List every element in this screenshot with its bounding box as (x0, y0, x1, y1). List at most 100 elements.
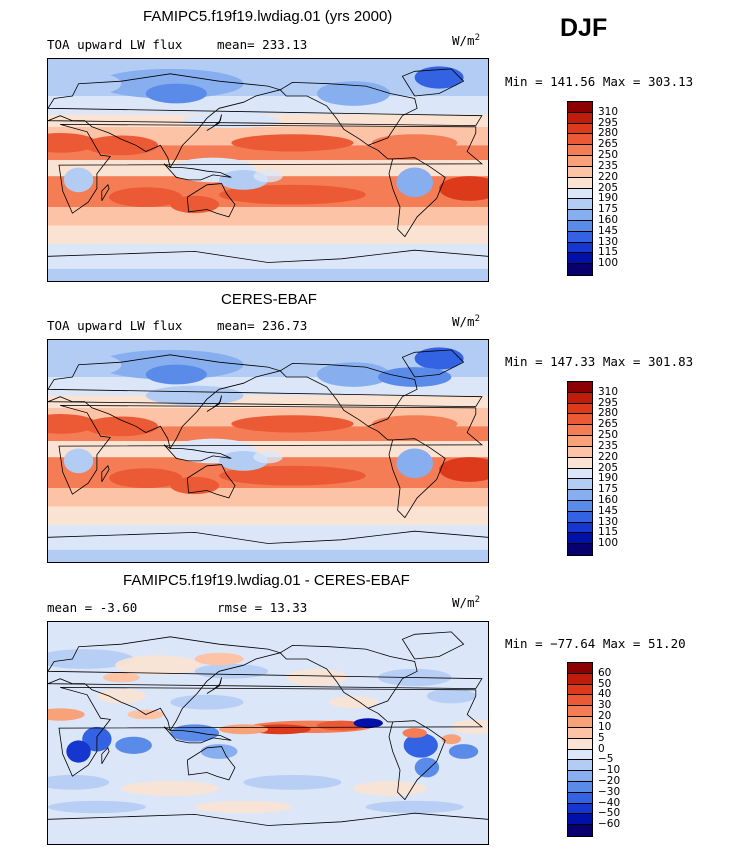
colorbar-swatch (568, 102, 592, 113)
panel2-units: W/m2 (452, 314, 480, 329)
panel1-colorbar (567, 101, 593, 276)
colorbar-swatch (568, 479, 592, 491)
colorbar-swatch (568, 112, 592, 124)
colorbar-tick-label: 145 (598, 224, 619, 237)
panel2-variable-label: TOA upward LW flux (47, 318, 183, 333)
colorbar-tick-label: 145 (598, 504, 619, 517)
colorbar-swatch (568, 792, 592, 804)
colorbar-swatch (568, 425, 592, 437)
colorbar-swatch (568, 803, 592, 815)
colorbar-tick-label: 115 (598, 526, 619, 539)
colorbar-tick-label: 130 (598, 235, 619, 248)
colorbar-swatch (568, 749, 592, 761)
colorbar-swatch (568, 825, 592, 836)
panel3-mean: mean = -3.60 (47, 600, 137, 615)
colorbar-swatch (568, 145, 592, 157)
colorbar-tick-label: 40 (598, 688, 612, 701)
colorbar-tick-label: 310 (598, 105, 619, 118)
colorbar-tick-label: −60 (598, 818, 621, 831)
colorbar-tick-label: 130 (598, 515, 619, 528)
colorbar-tick-label: 100 (598, 257, 619, 270)
colorbar-swatch (568, 414, 592, 426)
colorbar-swatch (568, 706, 592, 718)
colorbar-swatch (568, 771, 592, 782)
colorbar-swatch (568, 403, 592, 415)
panel1-title: FAMIPC5.f19f19.lwdiag.01 (yrs 2000) (143, 8, 393, 25)
colorbar-swatch (568, 446, 592, 458)
panel3-colorbar (567, 662, 593, 837)
colorbar-tick-label: 175 (598, 203, 619, 216)
colorbar-tick-label: 190 (598, 192, 619, 205)
colorbar-swatch (568, 684, 592, 696)
panel2-title: CERES-EBAF (221, 291, 317, 308)
panel3-rmse: rmse = 13.33 (217, 600, 307, 615)
colorbar-tick-label: 220 (598, 170, 619, 183)
units-text: W/m (452, 314, 475, 330)
panel2-map (47, 339, 489, 563)
panel3-rmse-value: 13.33 (269, 600, 308, 615)
colorbar-swatch (568, 382, 592, 393)
colorbar-tick-label: 10 (598, 720, 612, 733)
colorbar-swatch (568, 392, 592, 404)
colorbar-swatch (568, 199, 592, 211)
colorbar-swatch (568, 123, 592, 135)
colorbar-swatch (568, 177, 592, 189)
panel2-mean-label: mean= (217, 318, 255, 333)
panel1-units: W/m2 (452, 33, 480, 48)
colorbar-tick-label: 30 (598, 699, 612, 712)
panel2-minmax: Min = 147.33 Max = 301.83 (505, 354, 694, 369)
colorbar-swatch (568, 695, 592, 707)
units-text: W/m (452, 595, 475, 611)
colorbar-swatch (568, 727, 592, 739)
units-exponent: 2 (474, 33, 480, 43)
colorbar-tick-label: −20 (598, 774, 621, 787)
colorbar-swatch (568, 436, 592, 447)
colorbar-tick-label: 20 (598, 710, 612, 723)
panel1-variable-label: TOA upward LW flux (47, 37, 183, 52)
colorbar-tick-label: −5 (598, 753, 614, 766)
colorbar-tick-label: −30 (598, 785, 621, 798)
panel2-mean: mean= 236.73 (217, 318, 307, 333)
colorbar-tick-label: 160 (598, 213, 619, 226)
panel3-mean-value: -3.60 (99, 600, 138, 615)
colorbar-tick-label: 160 (598, 493, 619, 506)
colorbar-tick-label: 280 (598, 407, 619, 420)
colorbar-swatch (568, 760, 592, 772)
colorbar-swatch (568, 242, 592, 254)
panel1-mean: mean= 233.13 (217, 37, 307, 52)
colorbar-tick-label: 250 (598, 149, 619, 162)
colorbar-swatch (568, 533, 592, 545)
colorbar-swatch (568, 166, 592, 178)
colorbar-tick-label: 175 (598, 483, 619, 496)
colorbar-swatch (568, 663, 592, 674)
colorbar-tick-label: −50 (598, 807, 621, 820)
colorbar-swatch (568, 253, 592, 265)
panel3-map (47, 621, 489, 845)
panel3-mean-label: mean = (47, 600, 93, 615)
colorbar-tick-label: 280 (598, 127, 619, 140)
colorbar-swatch (568, 781, 592, 793)
colorbar-tick-label: 295 (598, 396, 619, 409)
colorbar-swatch (568, 511, 592, 523)
colorbar-tick-label: −10 (598, 764, 621, 777)
colorbar-tick-label: 295 (598, 116, 619, 129)
colorbar-tick-label: 235 (598, 439, 619, 452)
colorbar-tick-label: 235 (598, 159, 619, 172)
colorbar-swatch (568, 544, 592, 555)
colorbar-swatch (568, 738, 592, 750)
panel3-rmse-label: rmse = (217, 600, 263, 615)
colorbar-tick-label: 265 (598, 138, 619, 151)
units-exponent: 2 (474, 595, 480, 605)
colorbar-swatch (568, 500, 592, 512)
panel3-title: FAMIPC5.f19f19.lwdiag.01 - CERES-EBAF (123, 572, 410, 589)
colorbar-tick-label: 5 (598, 731, 605, 744)
colorbar-swatch (568, 134, 592, 146)
colorbar-tick-label: 50 (598, 677, 612, 690)
colorbar-tick-label: 205 (598, 181, 619, 194)
colorbar-tick-label: 115 (598, 246, 619, 259)
colorbar-tick-label: 190 (598, 472, 619, 485)
colorbar-swatch (568, 522, 592, 534)
colorbar-swatch (568, 264, 592, 275)
panel2-mean-value: 236.73 (262, 318, 308, 333)
panel3-minmax: Min = −77.64 Max = 51.20 (505, 636, 686, 651)
